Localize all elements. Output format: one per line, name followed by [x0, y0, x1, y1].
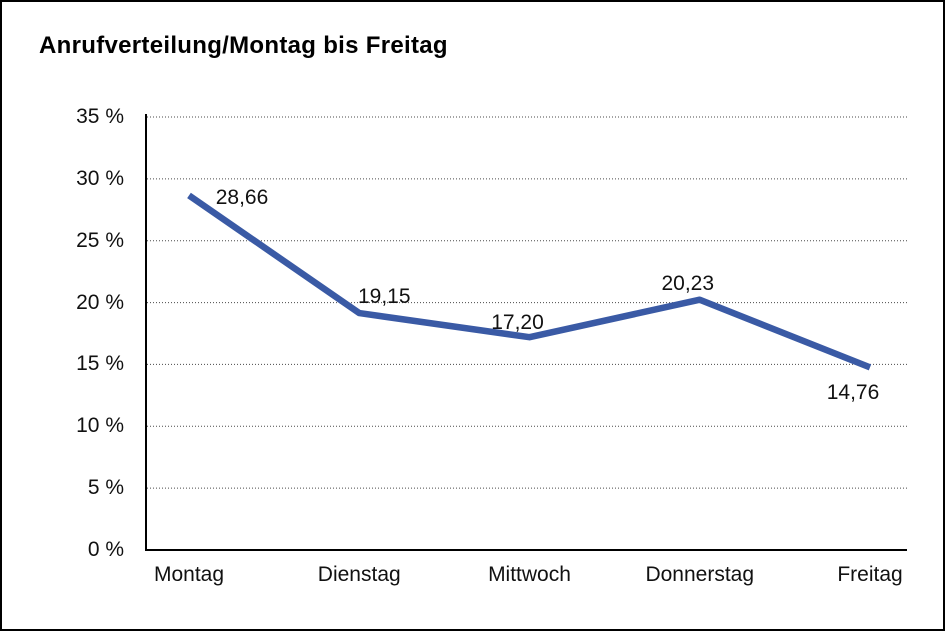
y-tick-label: 30 % — [76, 166, 124, 190]
data-point-label: 20,23 — [661, 271, 715, 295]
y-tick-label: 25 % — [76, 228, 124, 252]
x-category-label: Dienstag — [317, 563, 401, 586]
data-point-label: 14,76 — [826, 381, 880, 405]
data-point-label: 19,15 — [357, 285, 411, 309]
y-tick-label: 15 % — [76, 352, 124, 376]
data-line — [187, 192, 872, 371]
x-category-label: Mittwoch — [488, 563, 571, 586]
x-category-label: Freitag — [837, 563, 903, 586]
y-tick-label: 10 % — [76, 414, 124, 438]
y-tick-label: 5 % — [87, 476, 124, 500]
y-tick-label: 20 % — [76, 290, 124, 314]
data-point-label: 17,20 — [491, 311, 544, 335]
y-tick-label: 35 % — [76, 105, 124, 128]
y-tick-label: 0 % — [87, 538, 124, 561]
x-category-label: Montag — [153, 563, 225, 586]
x-category-label: Donnerstag — [645, 563, 755, 586]
chart-title: Anrufverteilung/Montag bis Freitag — [39, 32, 448, 59]
data-point-label: 28,66 — [215, 186, 269, 210]
